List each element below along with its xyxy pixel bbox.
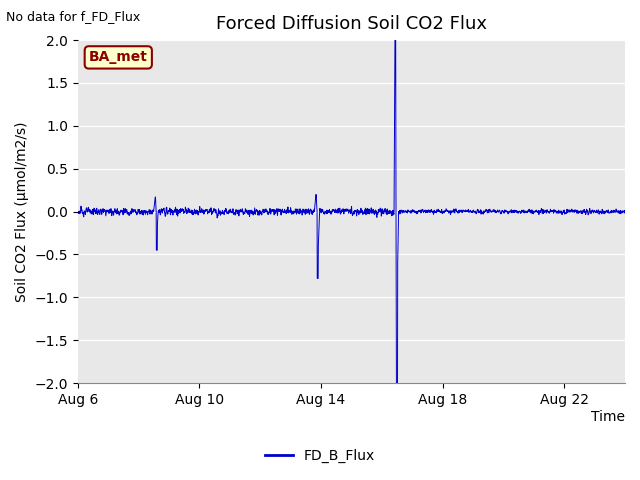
Legend: FD_B_Flux: FD_B_Flux xyxy=(259,443,381,468)
Text: Time: Time xyxy=(591,410,625,424)
Y-axis label: Soil CO2 Flux (μmol/m2/s): Soil CO2 Flux (μmol/m2/s) xyxy=(15,121,29,302)
Text: No data for f_FD_Flux: No data for f_FD_Flux xyxy=(6,10,141,23)
Text: BA_met: BA_met xyxy=(89,50,148,64)
Title: Forced Diffusion Soil CO2 Flux: Forced Diffusion Soil CO2 Flux xyxy=(216,15,487,33)
